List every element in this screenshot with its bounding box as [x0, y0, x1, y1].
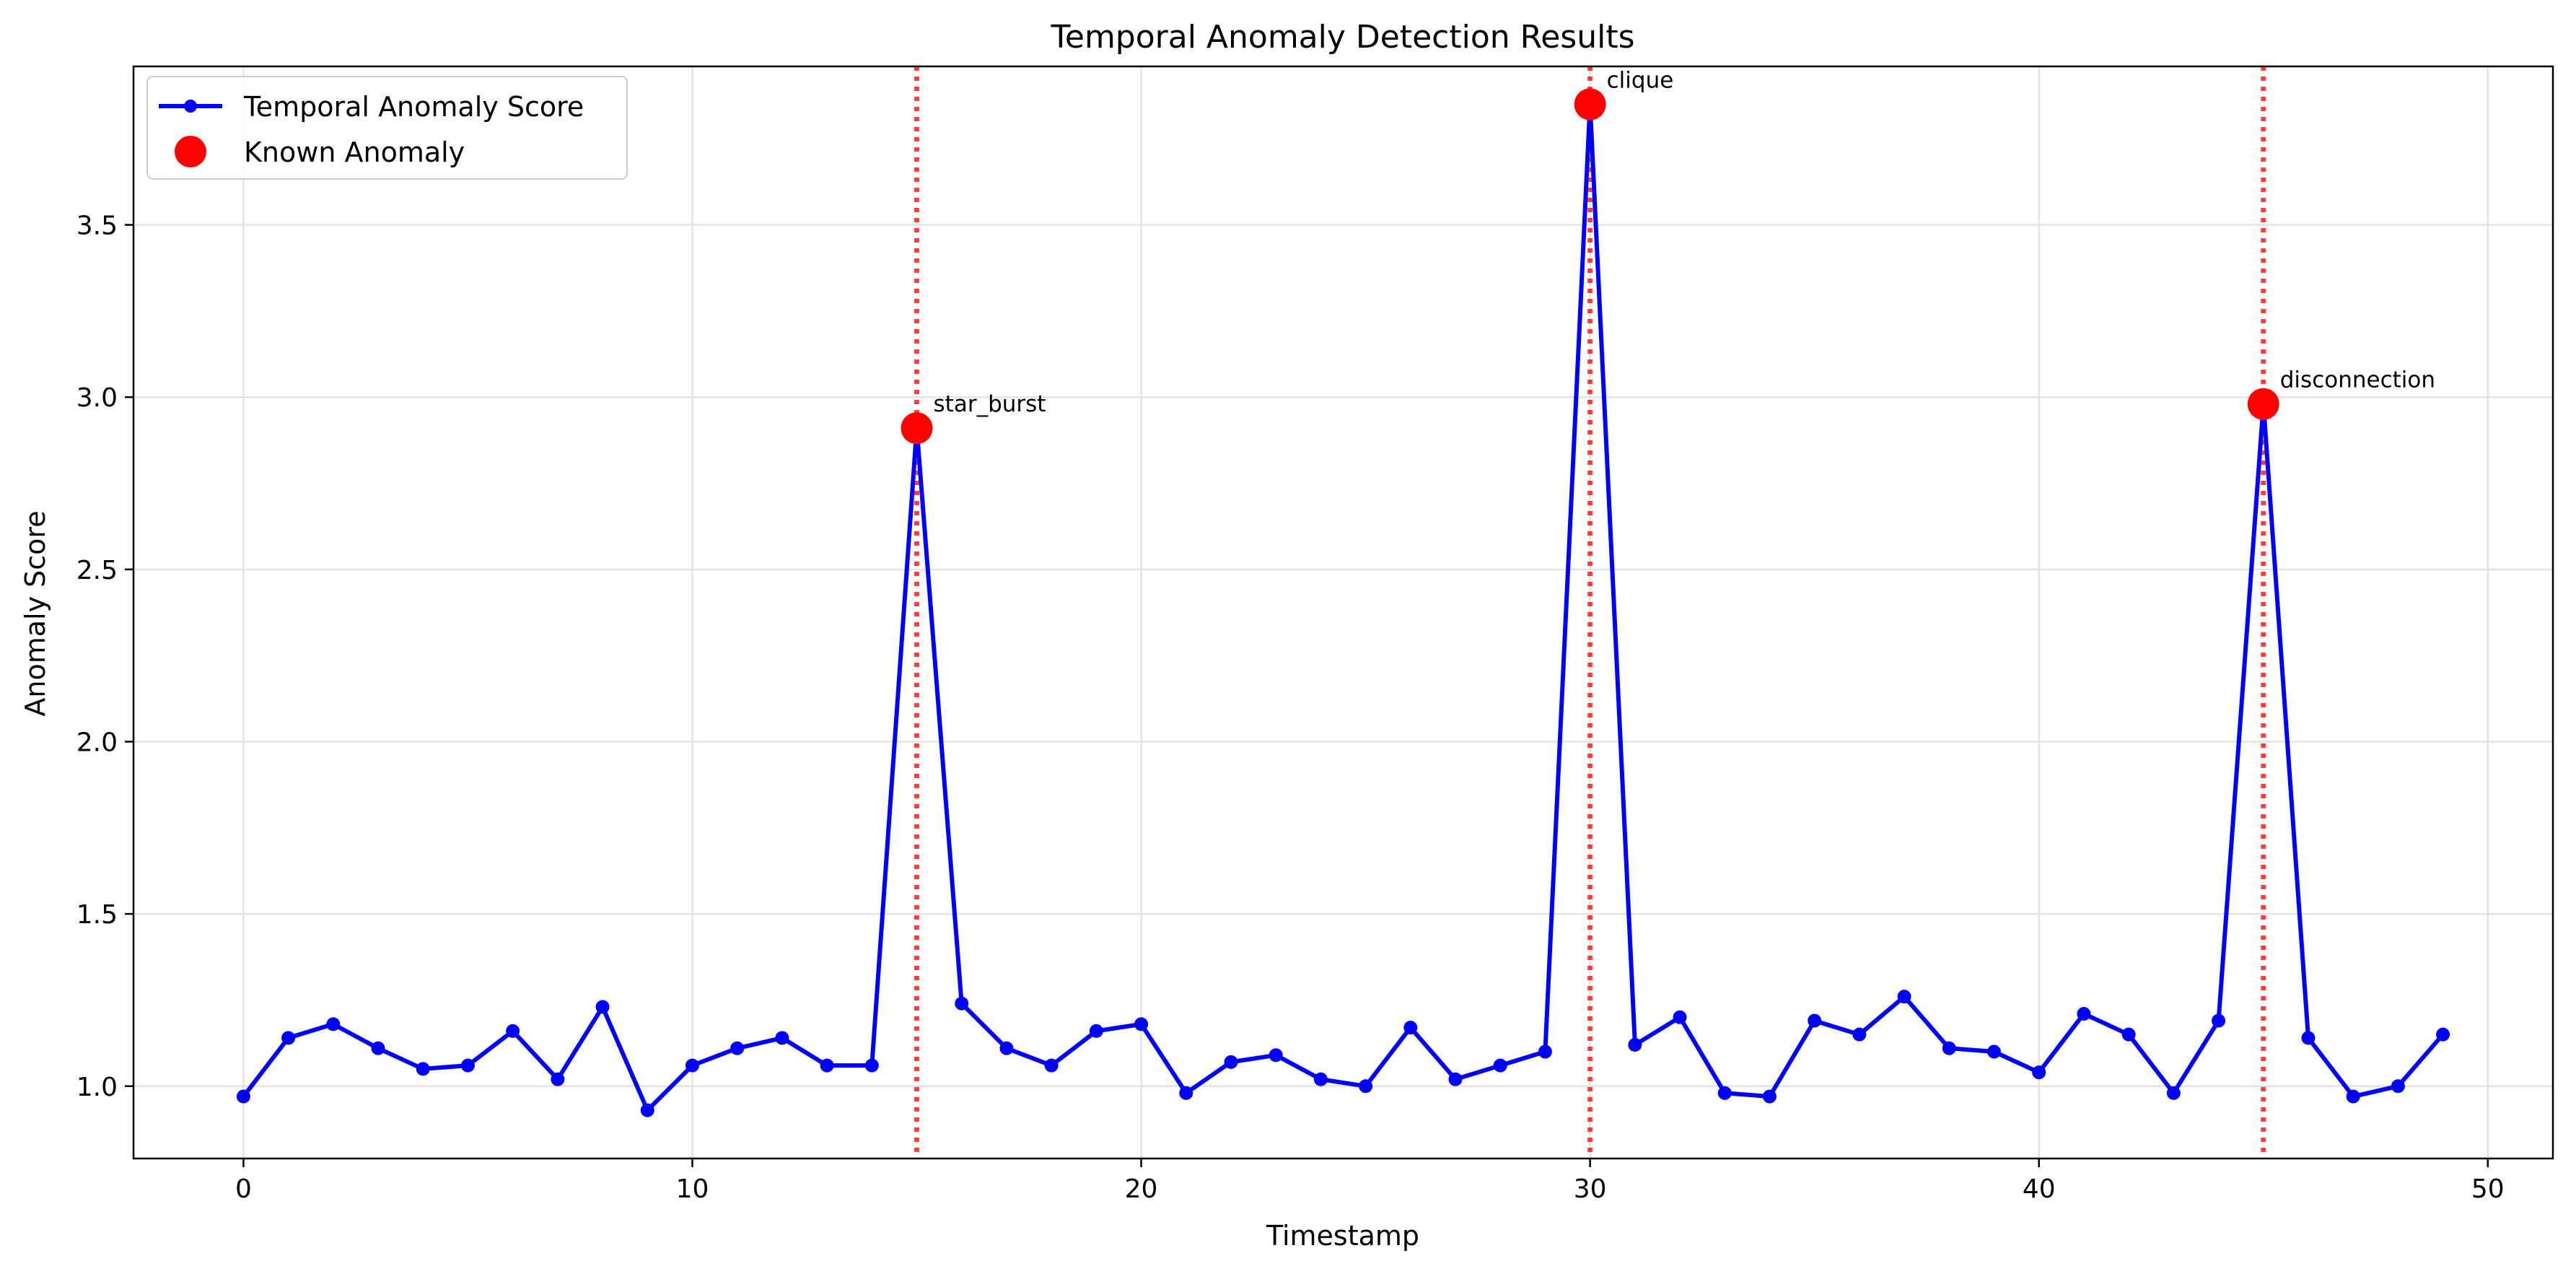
y-tick-label: 1.5	[76, 900, 118, 930]
score-point	[1269, 1048, 1283, 1063]
y-tick-label: 3.5	[76, 211, 118, 241]
score-point	[1179, 1086, 1193, 1100]
score-point	[460, 1058, 475, 1073]
score-point	[2166, 1086, 2181, 1100]
legend-label-temporal-anomaly-score: Temporal Anomaly Score	[243, 91, 584, 123]
score-point	[2301, 1031, 2316, 1045]
known-anomaly-point	[901, 412, 933, 445]
y-axis-ticks: 1.0 1.5 2.0 2.5 3.0 3.5	[76, 211, 133, 1102]
score-point	[955, 996, 969, 1011]
legend-line-marker	[184, 100, 197, 113]
legend-anomaly-marker	[175, 136, 206, 167]
x-tick-label: 0	[235, 1174, 252, 1204]
score-point	[1942, 1041, 1956, 1055]
score-point	[1852, 1027, 1867, 1042]
score-point	[2391, 1079, 2405, 1094]
score-point	[1313, 1072, 1328, 1086]
score-point	[1403, 1021, 1418, 1035]
series-known-anomaly	[901, 88, 2279, 445]
score-point	[2346, 1089, 2360, 1104]
score-point	[1538, 1044, 1552, 1059]
x-axis-ticks: 0 10 20 30 40 50	[235, 1159, 2505, 1204]
score-point	[775, 1031, 789, 1045]
anomaly-annotations: star_burst clique disconnection	[934, 68, 2435, 418]
x-tick-label: 30	[1574, 1174, 1607, 1204]
x-tick-label: 50	[2471, 1174, 2505, 1204]
y-tick-label: 3.0	[76, 383, 118, 413]
score-point	[2077, 1007, 2091, 1021]
score-point	[640, 1103, 654, 1117]
score-point	[416, 1062, 430, 1076]
score-point	[506, 1024, 520, 1038]
score-point	[1224, 1055, 1238, 1069]
x-axis-label: Timestamp	[1266, 1220, 1419, 1252]
anomaly-label: disconnection	[2280, 367, 2435, 393]
grid	[133, 66, 2553, 1159]
known-anomaly-point	[1574, 88, 1606, 121]
score-point	[2212, 1013, 2226, 1028]
score-point	[326, 1017, 341, 1031]
y-tick-label: 2.0	[76, 728, 118, 757]
known-anomaly-point	[2247, 388, 2279, 420]
y-axis-label: Anomaly Score	[19, 510, 51, 716]
score-point	[820, 1058, 834, 1073]
score-point	[371, 1041, 385, 1055]
score-point	[999, 1041, 1014, 1055]
score-point	[1089, 1024, 1103, 1038]
score-point	[864, 1058, 879, 1073]
y-tick-label: 1.0	[76, 1073, 118, 1102]
score-point	[2121, 1027, 2136, 1042]
x-tick-label: 10	[676, 1174, 709, 1204]
legend-label-known-anomaly: Known Anomaly	[244, 136, 465, 168]
score-point	[730, 1041, 745, 1055]
score-point	[551, 1072, 565, 1086]
score-point	[595, 1000, 610, 1014]
score-point	[1628, 1037, 1642, 1052]
score-point	[1987, 1044, 2002, 1059]
legend: Temporal Anomaly Score Known Anomaly	[146, 76, 628, 180]
plot-frame	[132, 65, 2554, 1160]
score-point	[1044, 1058, 1059, 1073]
score-point	[2436, 1027, 2450, 1042]
score-point	[1134, 1017, 1149, 1031]
score-point	[1493, 1058, 1507, 1073]
anomaly-vlines	[914, 66, 2266, 1159]
series-temporal-anomaly-score	[236, 97, 2450, 1117]
chart-title: Temporal Anomaly Detection Results	[1050, 19, 1634, 56]
anomaly-label: clique	[1607, 68, 1674, 94]
score-point	[1359, 1079, 1373, 1094]
y-tick-label: 2.5	[76, 556, 118, 585]
score-point	[1673, 1010, 1687, 1024]
score-point	[1448, 1072, 1463, 1086]
score-point	[281, 1031, 296, 1045]
score-point	[236, 1089, 250, 1104]
legend-box	[146, 76, 628, 180]
x-tick-label: 20	[1125, 1174, 1158, 1204]
anomaly-label: star_burst	[934, 391, 1046, 417]
score-point	[2032, 1065, 2046, 1080]
score-point	[1762, 1089, 1777, 1104]
x-tick-label: 40	[2023, 1174, 2056, 1204]
score-line	[242, 102, 2445, 1113]
score-point	[685, 1058, 699, 1073]
score-point	[1717, 1086, 1732, 1100]
score-point	[1808, 1013, 1822, 1028]
score-point	[1897, 990, 1911, 1004]
